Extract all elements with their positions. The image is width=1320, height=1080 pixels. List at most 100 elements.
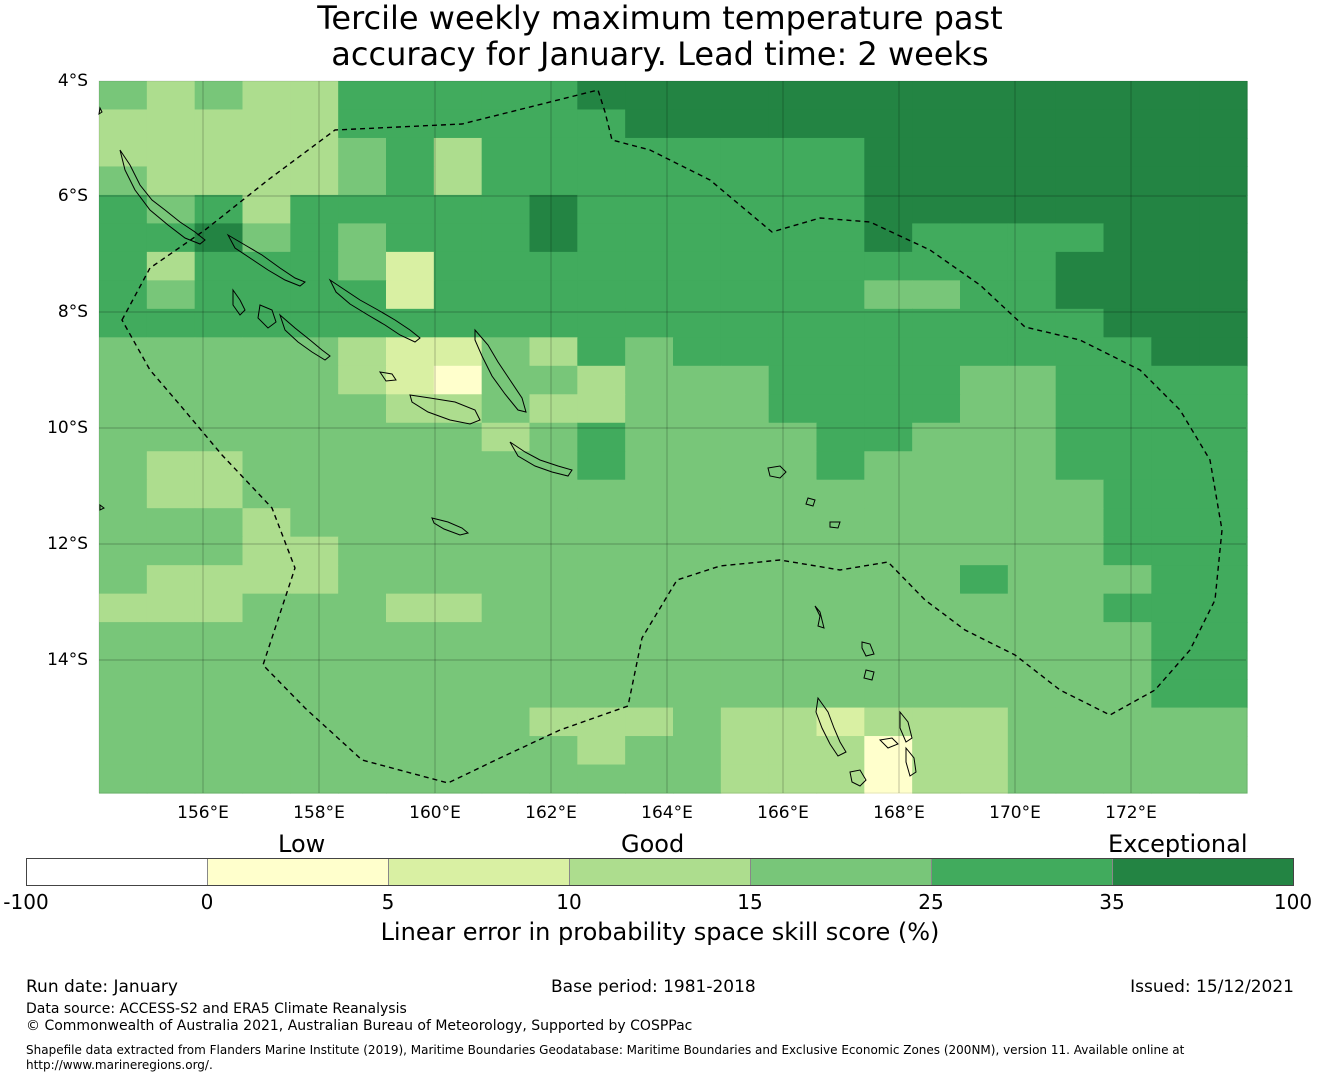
skill-cell xyxy=(1151,109,1200,139)
skill-cell xyxy=(1199,137,1248,168)
skill-cell xyxy=(146,166,196,196)
skill-cell xyxy=(1199,337,1248,367)
skill-cell xyxy=(577,593,626,623)
skill-cell xyxy=(433,736,483,766)
skill-cell xyxy=(433,707,483,737)
skill-cell xyxy=(194,365,244,395)
skill-cell xyxy=(864,223,913,253)
skill-cell xyxy=(960,593,1009,623)
skill-cell xyxy=(1055,565,1105,595)
skill-cell xyxy=(864,707,913,737)
skill-cell xyxy=(386,536,435,566)
skill-cell xyxy=(338,251,387,281)
skill-cell xyxy=(768,479,818,509)
skill-cell xyxy=(673,308,722,338)
skill-cell xyxy=(1199,736,1248,766)
lon-label: 158°E xyxy=(293,803,345,823)
skill-cell xyxy=(99,166,148,196)
skill-cell xyxy=(1199,565,1248,595)
skill-cell xyxy=(1103,622,1152,652)
skill-cell xyxy=(194,679,244,709)
colorbar-tick: 25 xyxy=(918,890,944,914)
skill-cell xyxy=(1055,337,1105,367)
skill-cell xyxy=(386,451,435,481)
skill-cell xyxy=(1103,536,1152,566)
skill-cell xyxy=(1055,650,1105,680)
skill-cell xyxy=(1151,479,1200,509)
skill-cell xyxy=(816,251,865,281)
skill-cell xyxy=(99,536,148,566)
skill-cell xyxy=(768,194,818,224)
skill-cell xyxy=(146,451,196,481)
skill-cell xyxy=(386,764,435,794)
skill-cell xyxy=(529,337,578,367)
skill-cell xyxy=(242,422,291,452)
lat-label: 4°S xyxy=(57,71,88,91)
skill-cell xyxy=(1151,650,1200,680)
skill-cell xyxy=(194,565,244,595)
skill-cell xyxy=(864,622,913,652)
skill-cell xyxy=(242,593,291,623)
skill-cell xyxy=(290,194,339,224)
skill-cell xyxy=(625,565,674,595)
skill-cell xyxy=(1055,394,1105,424)
skill-cell xyxy=(386,736,435,766)
skill-cell xyxy=(816,365,865,395)
skill-cell xyxy=(1151,536,1200,566)
skill-cell xyxy=(146,308,196,338)
skill-cell xyxy=(1151,308,1200,338)
skill-cell xyxy=(577,251,626,281)
skill-cell xyxy=(290,508,339,538)
skill-cell xyxy=(816,650,865,680)
skill-cell xyxy=(1007,251,1057,281)
skill-cell xyxy=(960,223,1009,253)
skill-cell xyxy=(242,622,291,652)
skill-cell xyxy=(481,622,531,652)
skill-cell xyxy=(146,422,196,452)
skill-cell xyxy=(960,280,1009,310)
skill-cell xyxy=(146,536,196,566)
skill-cell xyxy=(1199,280,1248,310)
skill-cell xyxy=(242,479,291,509)
skill-cell xyxy=(1103,508,1152,538)
skill-cell xyxy=(338,536,387,566)
skill-cell xyxy=(673,194,722,224)
colorbar-tick: 100 xyxy=(1273,890,1313,914)
skill-cell xyxy=(625,394,674,424)
skill-cell xyxy=(912,707,961,737)
skill-cell xyxy=(720,479,770,509)
skill-cell xyxy=(481,137,531,168)
colorbar-label: Linear error in probability space skill … xyxy=(380,918,940,946)
skill-cell xyxy=(338,764,387,794)
skill-cell xyxy=(433,337,483,367)
map-title-line-2: accuracy for January. Lead time: 2 weeks xyxy=(331,35,989,73)
colorbar-tick: 0 xyxy=(200,890,214,914)
skill-cell xyxy=(529,679,578,709)
skill-cell xyxy=(529,736,578,766)
skill-cell xyxy=(386,707,435,737)
skill-cell xyxy=(290,565,339,595)
skill-cell xyxy=(960,451,1009,481)
skill-cell xyxy=(720,565,770,595)
skill-cell xyxy=(816,137,865,168)
skill-cell xyxy=(1199,508,1248,538)
skill-cell xyxy=(960,422,1009,452)
skill-cell xyxy=(625,308,674,338)
skill-cell xyxy=(1103,109,1152,139)
skill-cell xyxy=(433,365,483,395)
skill-cell xyxy=(433,622,483,652)
skill-cell xyxy=(912,736,961,766)
skill-cell xyxy=(481,223,531,253)
skill-map xyxy=(98,80,1248,794)
lon-label: 162°E xyxy=(525,803,577,823)
skill-cell xyxy=(194,536,244,566)
skill-cell xyxy=(194,166,244,196)
skill-cell xyxy=(146,251,196,281)
run-date: Run date: January xyxy=(26,977,178,997)
skill-cell xyxy=(1055,280,1105,310)
skill-cell xyxy=(1103,365,1152,395)
skill-cell xyxy=(577,451,626,481)
lat-label: 6°S xyxy=(57,186,88,206)
skill-cell xyxy=(1151,81,1200,111)
skill-cell xyxy=(194,736,244,766)
